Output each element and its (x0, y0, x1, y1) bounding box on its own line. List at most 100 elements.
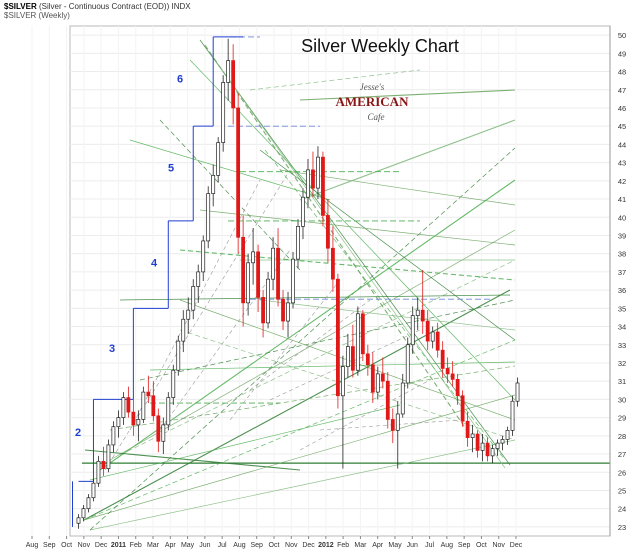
candle-body (246, 262, 251, 304)
trend-line (89, 439, 516, 531)
chart-subheader: $SILVER (Weekly) (4, 11, 70, 20)
candle (251, 228, 255, 285)
candle-body (191, 286, 196, 311)
y-tick-label: 47 (618, 86, 626, 95)
candle-body (515, 382, 520, 402)
trend-line (89, 404, 401, 481)
candle (331, 226, 335, 292)
trend-line (149, 361, 516, 371)
trend-line (189, 59, 516, 401)
candle-body (196, 271, 201, 287)
y-tick-label: 45 (618, 122, 626, 131)
x-tick-label: Nov (78, 542, 91, 549)
trend-line (179, 249, 516, 281)
y-tick-label: 39 (618, 231, 626, 240)
candle (221, 75, 226, 152)
x-tick-label: May (388, 542, 402, 549)
x-tick-label: Aug (441, 542, 454, 549)
candle (345, 333, 350, 378)
candle (121, 392, 126, 425)
candle-body (206, 193, 211, 242)
candle-body (81, 508, 86, 519)
candle (495, 439, 500, 456)
candle-body (121, 397, 126, 418)
candle-body (241, 236, 246, 304)
candle-body (450, 373, 455, 380)
gann-line (319, 419, 461, 431)
candle (490, 444, 495, 464)
y-tick-label: 37 (618, 268, 626, 277)
wave-label: 5 (168, 163, 174, 175)
candle (86, 494, 91, 513)
candle (500, 435, 505, 451)
candle (475, 430, 480, 458)
gann-line (104, 169, 291, 471)
candle-body (380, 373, 385, 382)
candle-body (316, 156, 320, 189)
wave-label: 2 (75, 427, 81, 439)
candle (141, 386, 146, 424)
candle (261, 290, 265, 338)
candle-body (365, 353, 370, 366)
candle (510, 395, 515, 436)
candle-body (385, 380, 390, 420)
candle-body (331, 247, 335, 280)
candle (515, 377, 520, 407)
gann-line (299, 379, 431, 451)
trend-line (214, 59, 506, 469)
x-tick-label: Apr (372, 542, 384, 549)
x-tick-label: Oct (61, 542, 72, 549)
candle-body (455, 379, 460, 397)
candle-body (101, 460, 106, 469)
candle-body (341, 366, 345, 397)
candle (286, 291, 290, 338)
candle-body (136, 419, 141, 426)
candle (271, 237, 275, 291)
y-tick-label: 40 (618, 213, 626, 222)
candle (171, 364, 176, 405)
y-tick-label: 31 (618, 377, 626, 386)
candle (196, 264, 201, 303)
candle-body (186, 309, 191, 320)
candle (420, 270, 425, 334)
candle (445, 357, 450, 383)
grid-layer (31, 26, 610, 536)
candle (306, 158, 310, 209)
candle-body (306, 169, 310, 198)
candle-body (495, 442, 500, 449)
candle-body (500, 439, 505, 444)
y-tick-label: 41 (618, 195, 626, 204)
candle-body (400, 382, 405, 415)
wave-step-layer: 2 3 4 5 6 (71, 36, 244, 527)
candle (246, 253, 251, 316)
chart-header: $SILVER (Silver - Continuous Contract (E… (4, 2, 191, 11)
candle (206, 186, 211, 249)
candle (186, 297, 191, 334)
x-tick-label: Sep (458, 542, 471, 549)
candle-body (221, 82, 226, 143)
candle (360, 310, 365, 362)
y-tick-label: 48 (618, 68, 626, 77)
candle (146, 375, 151, 404)
candle-body (256, 251, 260, 298)
candle (365, 344, 370, 376)
candle-body (311, 169, 315, 189)
logo-line-1: Jesse's (360, 82, 385, 92)
candle-body (161, 424, 166, 442)
candle-body (91, 482, 96, 499)
candle (96, 455, 101, 487)
candle (101, 446, 106, 476)
candle-body (266, 278, 270, 324)
candle (111, 421, 116, 453)
x-tick-label: Aug (233, 542, 246, 549)
candle-body (490, 448, 495, 457)
candle (236, 93, 241, 254)
candle-body (445, 368, 450, 375)
trend-line (83, 394, 516, 521)
ticker-symbol: $SILVER (4, 2, 37, 11)
candle-body (146, 391, 151, 397)
y-tick-label: 38 (618, 250, 626, 259)
y-tick-label: 50 (618, 31, 626, 40)
plot-area (69, 25, 611, 537)
trend-line (119, 259, 516, 456)
